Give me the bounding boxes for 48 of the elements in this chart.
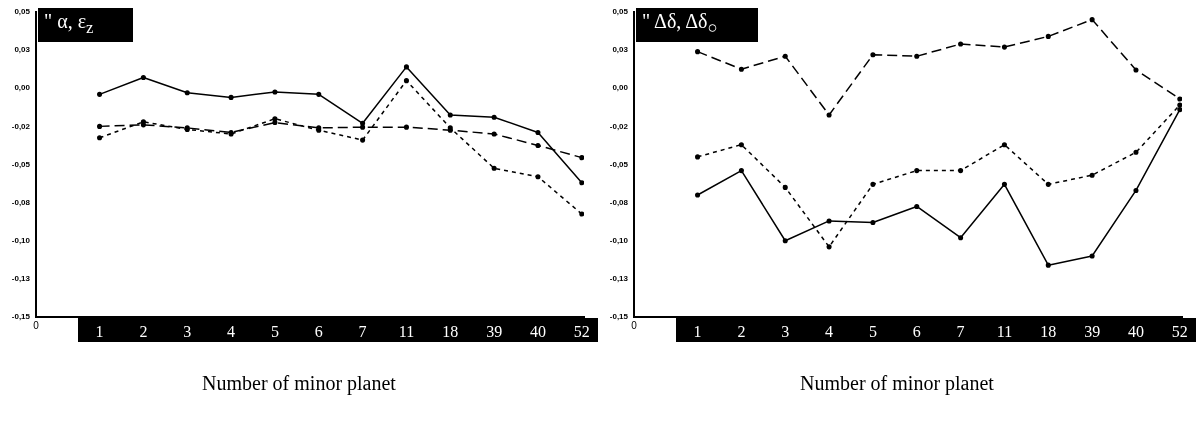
x-tick-label: 3 <box>183 322 192 340</box>
y-tick-label: -0,05 <box>11 159 31 169</box>
y-tick-label: -0,05 <box>609 159 629 169</box>
text: 0 <box>631 320 638 331</box>
x-tick-label: 5 <box>868 322 877 340</box>
x-tick-label: 1 <box>95 322 104 340</box>
chart-title: " α, ε$_{z}$ <box>38 8 134 42</box>
x-tick-label: 40 <box>1127 322 1144 340</box>
x-axis-title: Number of minor planet <box>799 372 995 395</box>
x-tick-label: 18 <box>442 322 459 340</box>
y-tick-label: 0,05 <box>612 7 629 17</box>
x-tick-label: 4 <box>227 322 236 340</box>
x-tick-label: 7 <box>358 322 367 340</box>
text: 0 <box>33 320 40 331</box>
y-tick-label: -0,02 <box>609 121 629 131</box>
x-tick-label: 40 <box>529 322 546 340</box>
x-tick-label: 39 <box>486 322 503 340</box>
x-tick-label: 7 <box>956 322 965 340</box>
x-axis-title: Number of minor planet <box>201 372 397 395</box>
y-tick-label: -0,08 <box>11 197 31 207</box>
y-tick-label: -0,02 <box>11 121 31 131</box>
x-tick-label: 5 <box>270 322 279 340</box>
y-tick-label: -0,15 <box>609 312 629 322</box>
y-tick-label: 0,00 <box>14 83 31 93</box>
y-tick-label: -0,10 <box>11 235 31 245</box>
chart-title: " Δδ, Δδ$_{○}$ <box>636 8 758 42</box>
y-tick-label: 0,00 <box>612 83 629 93</box>
y-tick-label: -0,08 <box>609 197 629 207</box>
x-tick-label: 4 <box>825 322 834 340</box>
x-tick-label: 52 <box>1171 322 1188 340</box>
y-tick-label: -0,13 <box>609 274 629 284</box>
x-tick-label: 39 <box>1084 322 1101 340</box>
x-tick-label: 6 <box>314 322 323 340</box>
x-tick-label: 3 <box>781 322 790 340</box>
y-tick-label: 0,05 <box>14 7 31 17</box>
y-tick-label: -0,13 <box>11 274 31 284</box>
x-tick-label: 11 <box>996 322 1013 340</box>
x-tick-label: 1 <box>693 322 702 340</box>
y-tick-label: -0,15 <box>11 312 31 322</box>
y-tick-label: -0,10 <box>609 235 629 245</box>
x-tick-label: 11 <box>398 322 415 340</box>
x-tick-label: 2 <box>737 322 746 340</box>
x-tick-label: 52 <box>573 322 590 340</box>
y-tick-label: 0,03 <box>612 45 629 55</box>
x-tick-label: 6 <box>912 322 921 340</box>
x-tick-label: 2 <box>139 322 148 340</box>
y-tick-label: 0,03 <box>14 45 31 55</box>
x-tick-label: 18 <box>1040 322 1057 340</box>
